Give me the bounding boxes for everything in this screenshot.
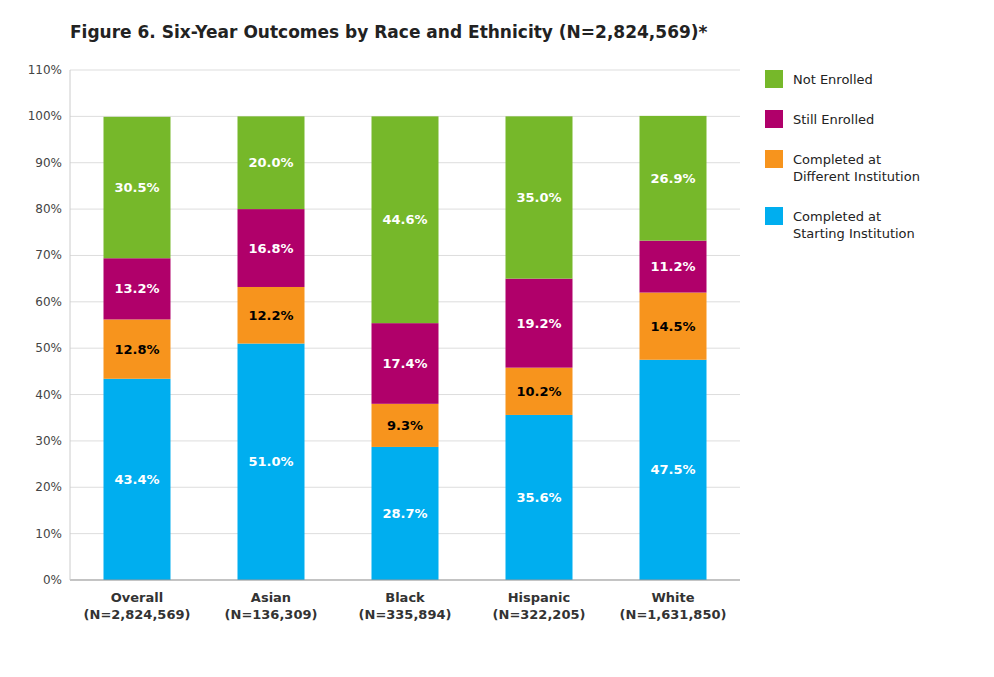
bars — [104, 116, 707, 580]
legend-swatch — [765, 150, 783, 168]
data-label: 14.5% — [650, 319, 695, 334]
text-line: (N=1,631,850) — [620, 607, 727, 622]
legend-label: Not Enrolled — [793, 72, 873, 87]
y-tick-label: 80% — [35, 202, 62, 216]
data-label: 43.4% — [114, 472, 159, 487]
data-label: 51.0% — [248, 454, 293, 469]
data-label: 30.5% — [114, 180, 159, 195]
data-label: 13.2% — [114, 281, 159, 296]
x-tick-label: White (N=1,631,850) — [620, 590, 727, 622]
data-label: 47.5% — [650, 462, 695, 477]
chart: Figure 6. Six-Year Outcomes by Race and … — [0, 0, 994, 677]
text-line: Asian — [251, 590, 291, 605]
y-tick-label: 100% — [28, 109, 62, 123]
y-tick-label: 70% — [35, 248, 62, 262]
data-label: 12.8% — [114, 342, 159, 357]
y-tick-label: 50% — [35, 341, 62, 355]
legend-swatch — [765, 110, 783, 128]
y-tick-label: 10% — [35, 527, 62, 541]
legend-swatch — [765, 70, 783, 88]
data-label: 19.2% — [516, 316, 561, 331]
bar-segment — [372, 404, 439, 447]
legend-label: Completed at Starting Institution — [793, 209, 915, 241]
data-label: 35.0% — [516, 190, 561, 205]
bar-segment — [372, 116, 439, 323]
text-line: White — [651, 590, 694, 605]
grid-line — [70, 580, 740, 581]
bar-segment — [506, 415, 573, 580]
text-line: Black — [385, 590, 425, 605]
text-line: (N=2,824,569) — [84, 607, 191, 622]
bar-segment — [238, 209, 305, 287]
text-line: Starting Institution — [793, 226, 915, 241]
title: Figure 6. Six-Year Outcomes by Race and … — [70, 22, 708, 42]
y-tick-label: 0% — [43, 573, 62, 587]
text-line: Completed at — [793, 209, 881, 224]
y-tick-label: 30% — [35, 434, 62, 448]
text-line: (N=322,205) — [493, 607, 586, 622]
legend-label: Completed at Different Institution — [793, 152, 920, 184]
text-line: Overall — [111, 590, 163, 605]
bar-segment — [104, 117, 171, 258]
text-line: (N=335,894) — [359, 607, 452, 622]
data-label: 26.9% — [650, 171, 695, 186]
bar-segment — [506, 116, 573, 278]
bar-segment — [640, 116, 707, 241]
text-line: Hispanic — [508, 590, 571, 605]
x-tick-label: Asian (N=136,309) — [225, 590, 318, 622]
data-label: 16.8% — [248, 241, 293, 256]
bar-segment — [104, 258, 171, 319]
text-line: (N=136,309) — [225, 607, 318, 622]
bar-segment — [238, 287, 305, 344]
bar-segment — [104, 319, 171, 378]
grid-line — [70, 70, 740, 71]
bar-segment — [640, 241, 707, 293]
x-tick-label: Overall (N=2,824,569) — [84, 590, 191, 622]
data-label: 11.2% — [650, 259, 695, 274]
grid — [70, 70, 740, 580]
x-tick-label: Black (N=335,894) — [359, 590, 452, 622]
bar-segment — [238, 116, 305, 209]
bar-segment — [104, 379, 171, 580]
y-tick-label: 110% — [28, 63, 62, 77]
legend-swatch — [765, 207, 783, 225]
y-tick-label: 90% — [35, 156, 62, 170]
data-label: 44.6% — [382, 212, 427, 227]
y-tick-label: 40% — [35, 388, 62, 402]
x-tick-label: Hispanic (N=322,205) — [493, 590, 586, 622]
bar-segment — [238, 344, 305, 580]
data-label: 28.7% — [382, 506, 427, 521]
bar-segment — [640, 293, 707, 360]
y-tick-label: 60% — [35, 295, 62, 309]
text-line: Still Enrolled — [793, 112, 874, 127]
y-axis-line — [70, 70, 71, 580]
bar-segment — [506, 368, 573, 415]
bar-segment — [506, 279, 573, 368]
text-line: Completed at — [793, 152, 881, 167]
legend-label: Still Enrolled — [793, 112, 874, 127]
data-labels: 43.4% 51.0% 28.7% 35.6% 47.5% 12.8% 12.2% 9.3% 1… — [114, 155, 695, 521]
legend: Not Enrolled Still Enrolled Completed at Di… — [765, 70, 920, 241]
data-label: 35.6% — [516, 490, 561, 505]
text-line: Not Enrolled — [793, 72, 873, 87]
bar-segment — [640, 360, 707, 580]
y-tick-label: 20% — [35, 480, 62, 494]
text-line: Different Institution — [793, 169, 920, 184]
data-label: 10.2% — [516, 384, 561, 399]
data-label: 17.4% — [382, 356, 427, 371]
bar-segment — [372, 323, 439, 404]
x-axis-line — [70, 580, 740, 581]
data-label: 12.2% — [248, 308, 293, 323]
data-label: 9.3% — [387, 418, 423, 433]
bar-segment — [372, 447, 439, 580]
data-label: 20.0% — [248, 155, 293, 170]
